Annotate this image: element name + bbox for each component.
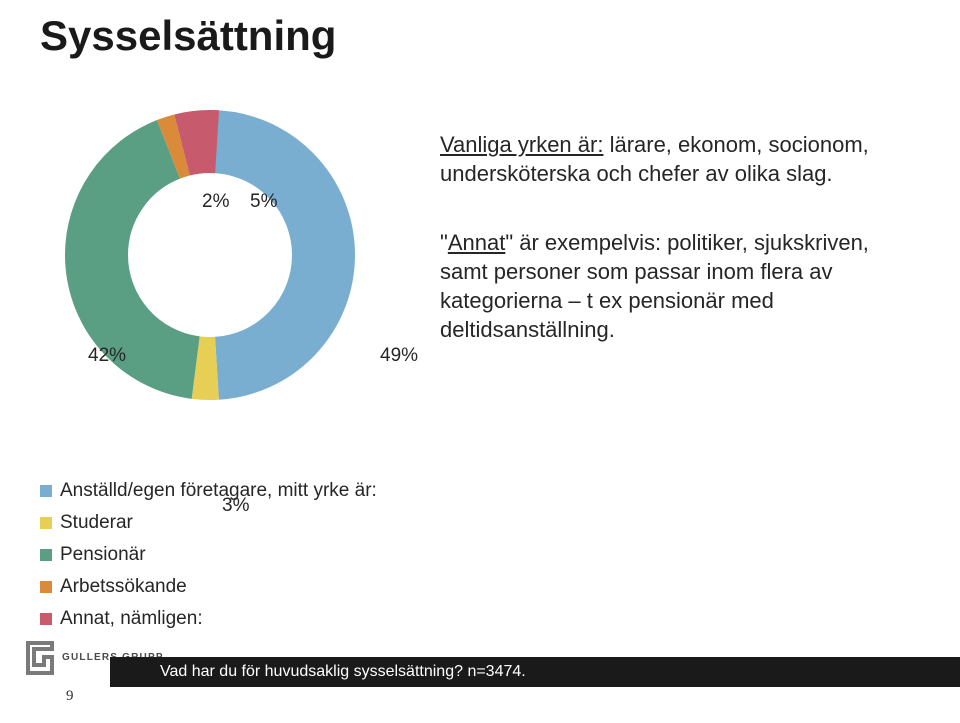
legend-swatch <box>40 613 52 625</box>
legend-label: Anställd/egen företagare, mitt yrke är: <box>60 480 377 502</box>
legend-swatch <box>40 581 52 593</box>
legend-item: Pensionär <box>40 544 377 566</box>
footer-bar: Vad har du för huvudsaklig sysselsättnin… <box>110 657 960 687</box>
legend-label: Studerar <box>60 512 133 534</box>
legend-item: Arbetssökande <box>40 576 377 598</box>
slice-label-anstalld: 49% <box>380 345 418 367</box>
donut-svg <box>50 95 370 415</box>
slice-label-annat: 5% <box>250 191 277 213</box>
legend-swatch <box>40 549 52 561</box>
legend-swatch <box>40 485 52 497</box>
description-1: Vanliga yrken är: lärare, ekonom, socion… <box>440 130 910 192</box>
legend-label: Annat, nämligen: <box>60 608 203 630</box>
legend-item: Studerar <box>40 512 377 534</box>
legend-item: Annat, nämligen: <box>40 608 377 630</box>
footer-text: Vad har du för huvudsaklig sysselsättnin… <box>160 663 526 681</box>
brand-logo-icon <box>22 641 56 675</box>
desc2-rest: " är exempelvis: politiker, sjukskriven,… <box>440 230 869 342</box>
legend-label: Pensionär <box>60 544 146 566</box>
legend-swatch <box>40 517 52 529</box>
desc1-underlined: Vanliga yrken är: <box>440 132 603 157</box>
legend: Anställd/egen företagare, mitt yrke är: S… <box>40 480 377 640</box>
slice-label-arbetssokande: 2% <box>202 191 229 213</box>
page-number: 9 <box>66 688 74 705</box>
page-title: Sysselsättning <box>40 12 336 60</box>
legend-label: Arbetssökande <box>60 576 187 598</box>
desc2-underlined: Annat <box>448 230 506 255</box>
desc2-open: " <box>440 230 448 255</box>
donut-chart <box>50 95 370 415</box>
description-2: "Annat" är exempelvis: politiker, sjuksk… <box>440 228 910 348</box>
slice-label-pensionar: 42% <box>88 345 126 367</box>
legend-item: Anställd/egen företagare, mitt yrke är: <box>40 480 377 502</box>
